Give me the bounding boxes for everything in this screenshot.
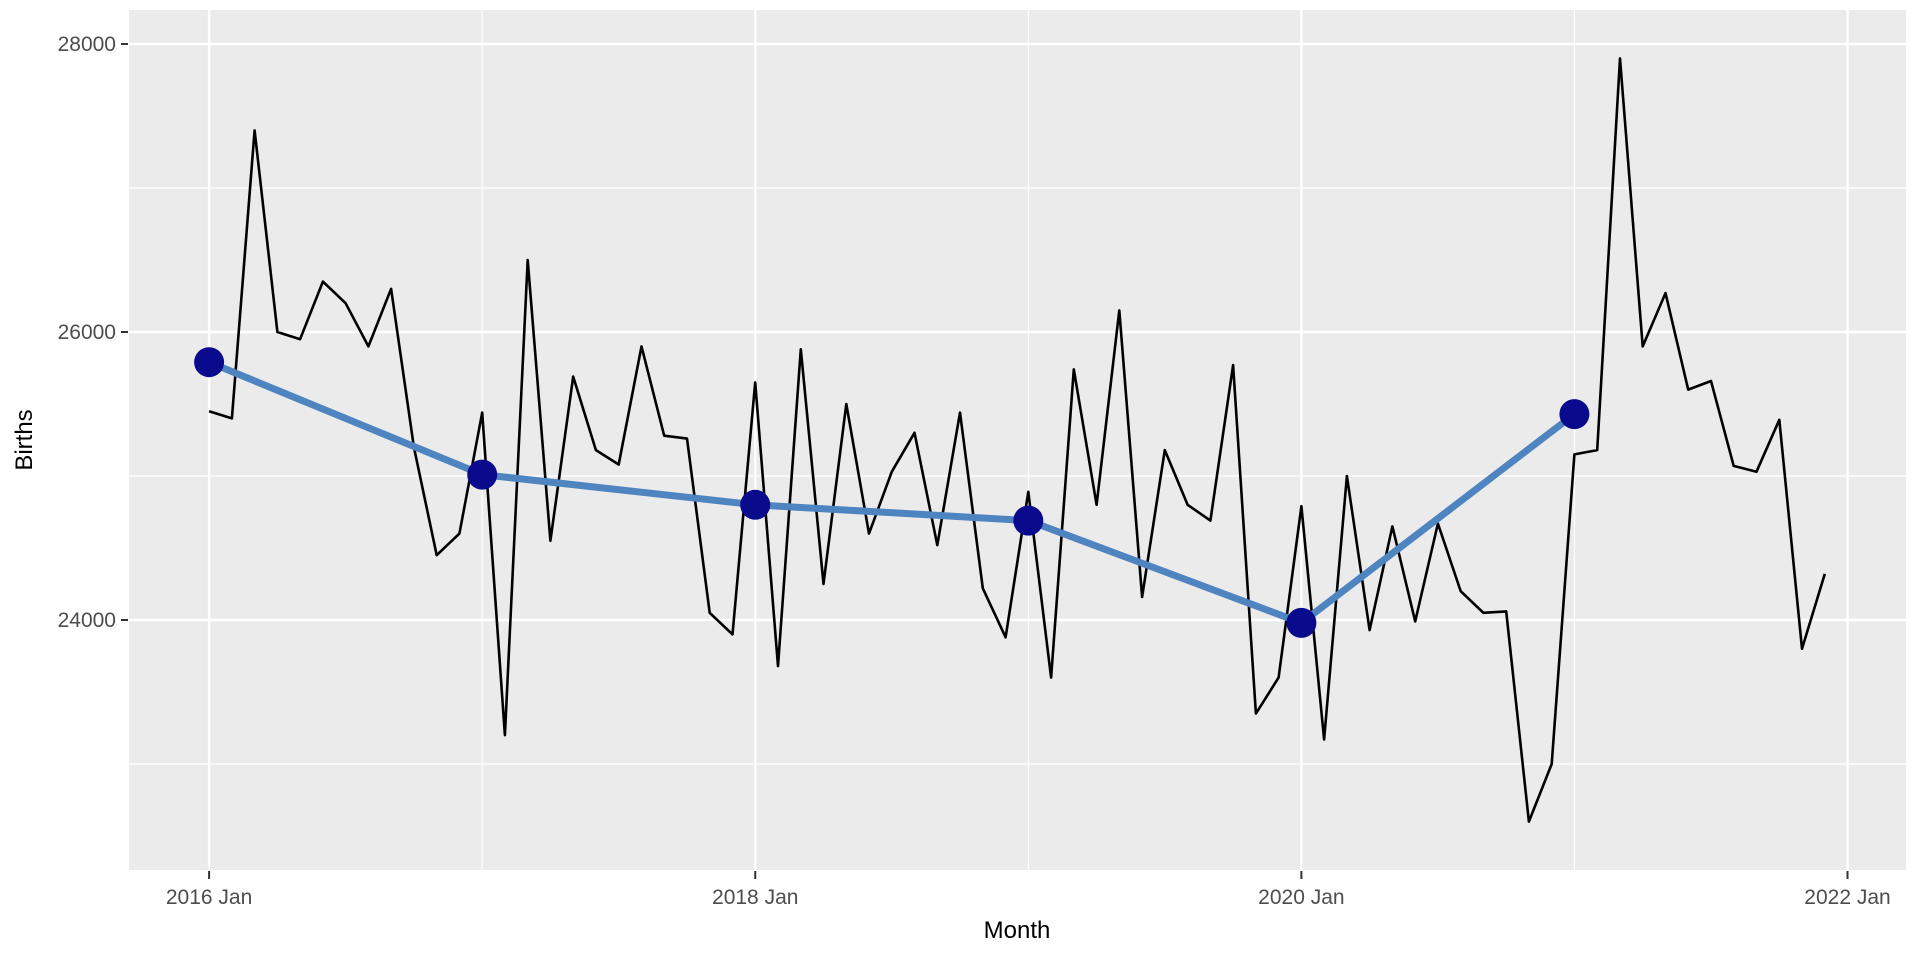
x-axis-tick-label: 2018 Jan [712, 886, 798, 909]
annual-mean-point [740, 489, 771, 520]
x-axis-title: Month [983, 917, 1051, 944]
y-axis-title: Births [11, 409, 38, 471]
chart-panel [129, 10, 1906, 870]
annual-mean-point [1286, 607, 1317, 638]
x-axis-tick-label: 2016 Jan [166, 886, 252, 909]
annual-mean-line [205, 358, 1578, 627]
monthly-births-line [208, 57, 1827, 823]
y-axis-tick-label: 28000 [58, 33, 116, 56]
y-axis-tick-label: 26000 [58, 321, 116, 344]
annual-mean-point [1013, 505, 1044, 536]
x-axis-tick-label: 2020 Jan [1258, 886, 1344, 909]
annual-mean-point [194, 347, 225, 378]
x-axis-tick-label: 2022 Jan [1804, 886, 1890, 909]
y-axis-tick-label: 24000 [58, 609, 116, 632]
annual-mean-point [1559, 399, 1590, 430]
annual-mean-point [467, 459, 498, 490]
